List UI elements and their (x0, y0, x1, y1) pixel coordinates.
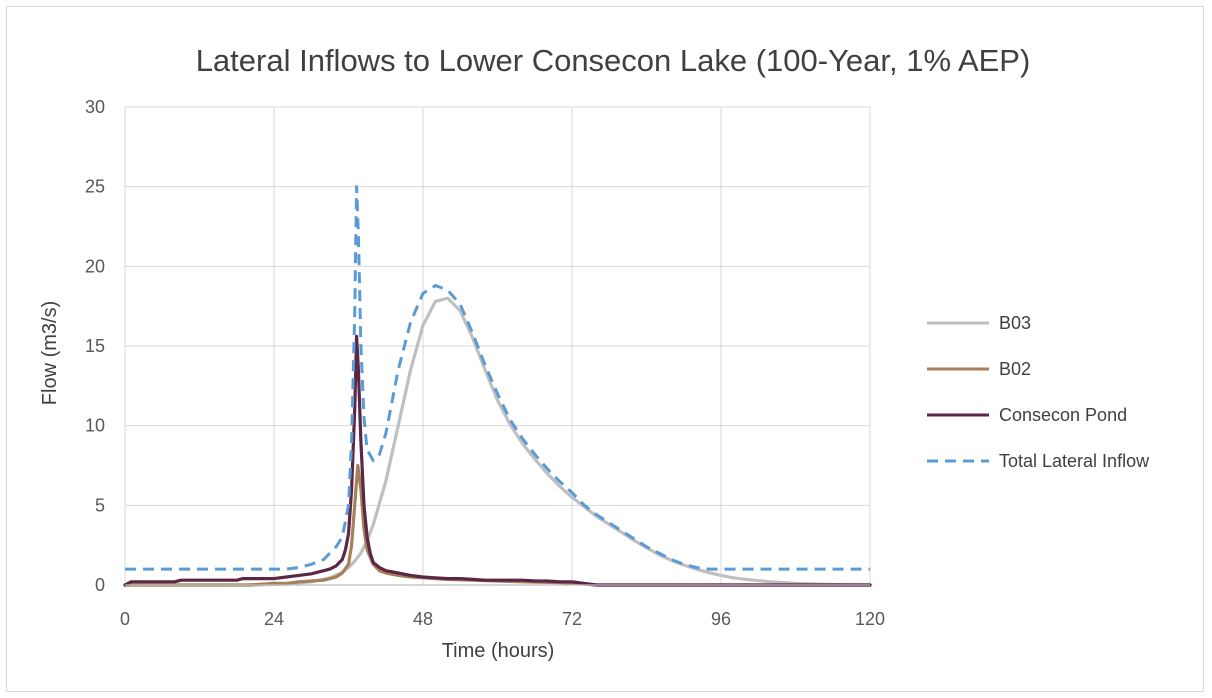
axis-layer: 0 5 10 15 20 25 30 0 24 48 72 96 120 (85, 97, 885, 629)
y-tick-label: 15 (85, 336, 105, 356)
y-tick-label: 5 (95, 495, 105, 515)
chart-svg: Lateral Inflows to Lower Consecon Lake (… (39, 43, 1150, 662)
x-tick-label: 24 (264, 609, 284, 629)
x-axis-title: Time (hours) (442, 640, 555, 662)
series-line-b02 (123, 463, 872, 587)
y-axis-title: Flow (m3/s) (39, 301, 61, 405)
x-tick-label: 120 (855, 609, 885, 629)
y-tick-label: 10 (85, 416, 105, 436)
x-tick-label: 0 (120, 609, 130, 629)
y-tick-label: 30 (85, 97, 105, 117)
x-tick-label: 48 (413, 609, 433, 629)
y-tick-label: 0 (95, 575, 105, 595)
x-tick-label: 72 (562, 609, 582, 629)
legend: B03 B02 Consecon Pond Total Lateral Inflow (927, 313, 1150, 471)
y-tick-label: 20 (85, 256, 105, 276)
series-layer (123, 185, 872, 587)
legend-label-b02: B02 (999, 359, 1031, 379)
chart-title: Lateral Inflows to Lower Consecon Lake (… (196, 43, 1031, 78)
legend-label-consecon-pond: Consecon Pond (999, 405, 1127, 425)
legend-label-b03: B03 (999, 313, 1031, 333)
series-line-total-lateral-inflow (125, 185, 870, 571)
chart-frame: Lateral Inflows to Lower Consecon Lake (… (6, 6, 1204, 692)
series-line-b03 (123, 296, 872, 587)
grid-layer (124, 106, 871, 585)
series-line-consecon-pond (123, 334, 872, 587)
x-tick-label: 96 (711, 609, 731, 629)
legend-label-total-lateral-inflow: Total Lateral Inflow (999, 451, 1150, 471)
y-tick-label: 25 (85, 177, 105, 197)
